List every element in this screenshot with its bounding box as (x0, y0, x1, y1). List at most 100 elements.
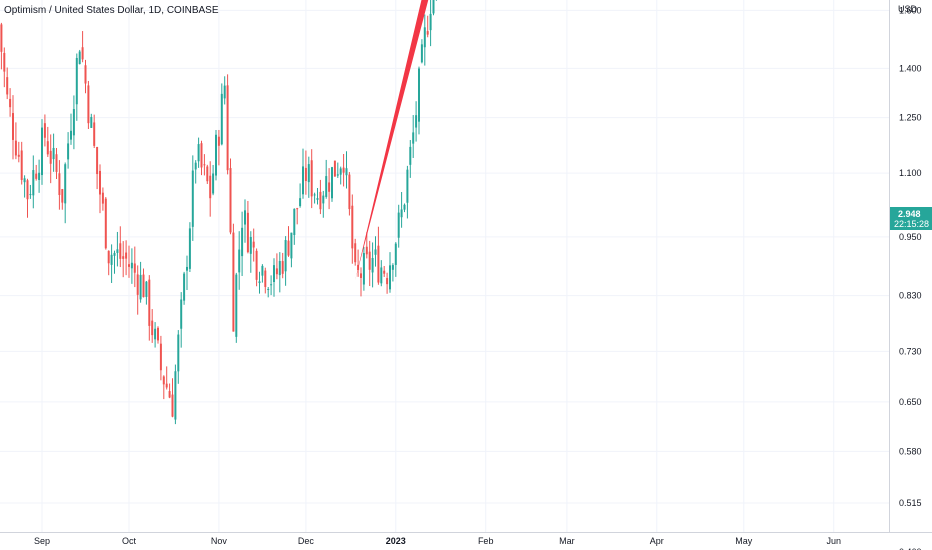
candle-body (296, 208, 299, 210)
candle-body (104, 198, 107, 249)
y-tick-label: 0.730 (899, 346, 922, 356)
candle-body (391, 265, 394, 270)
y-tick-label: 1.100 (899, 168, 922, 178)
candle-body (139, 274, 142, 300)
candle-body (365, 246, 368, 255)
candle-body (328, 182, 331, 192)
x-axis-ticks[interactable]: Sep Oct Nov Dec 2023 Feb Mar Apr May Jun (34, 536, 841, 546)
candle-body (267, 288, 270, 290)
candle-body (261, 265, 264, 276)
candle-body (345, 168, 348, 176)
candle-body (246, 212, 249, 253)
candle-body (186, 266, 188, 271)
candle-body (333, 160, 336, 177)
candle-body (284, 240, 287, 272)
candle-body (67, 143, 70, 160)
candle-body (23, 178, 26, 183)
candle-body (397, 212, 400, 238)
x-tick-label: Mar (559, 536, 575, 546)
candle-body (168, 391, 171, 398)
candle-body (145, 281, 148, 297)
candle-body (165, 383, 168, 388)
candle-body (32, 170, 35, 196)
y-tick-label: 0.650 (899, 397, 922, 407)
candle-body (64, 164, 67, 204)
candle-body (264, 270, 267, 287)
candle-body (174, 371, 177, 420)
candle-body (426, 31, 429, 35)
candle-body (223, 85, 226, 99)
candle-body (418, 68, 420, 122)
candle-body (238, 249, 241, 273)
candle-body (177, 334, 180, 372)
candle-body (136, 274, 139, 295)
candle-body (270, 284, 273, 286)
candle-body (342, 167, 345, 173)
candle-body (377, 245, 380, 283)
candle-body (0, 24, 3, 52)
candle-body (310, 160, 313, 197)
candle-body (220, 93, 223, 145)
candle-body (244, 210, 246, 225)
last-price-tag: 2.948 22:15:28 (890, 207, 932, 230)
y-tick-label: 1.250 (899, 113, 922, 123)
candle-body (307, 164, 310, 183)
y-tick-label: 1.600 (899, 5, 922, 15)
candle-body (423, 27, 426, 48)
y-tick-label: 0.515 (899, 498, 922, 508)
candle-body (35, 173, 38, 179)
candle-body (325, 176, 328, 197)
candle-body (383, 270, 386, 274)
candle-body (403, 204, 406, 210)
candle-body (412, 132, 415, 144)
last-price: 2.948 (898, 209, 921, 219)
candle-body (75, 57, 78, 105)
candle-body (420, 44, 423, 63)
candle-body (232, 232, 235, 332)
candle-body (354, 243, 357, 263)
candle-body (14, 140, 17, 156)
candle-body (380, 267, 383, 284)
candle-body (162, 376, 165, 385)
candle-body (386, 278, 389, 285)
candle-body (133, 263, 136, 273)
candle-body (148, 279, 151, 326)
y-tick-label: 1.400 (899, 63, 922, 73)
candle-body (249, 237, 252, 254)
candle-body (241, 227, 244, 257)
candle-body (49, 150, 52, 164)
candle-body (12, 113, 14, 140)
candle-body (125, 252, 128, 259)
x-tick-label: Dec (298, 536, 315, 546)
candle-body (70, 130, 72, 140)
candle-body (281, 261, 284, 274)
candle-body (159, 343, 162, 371)
candle-body (81, 47, 84, 60)
candle-body (336, 174, 339, 176)
candle-body (183, 273, 186, 301)
candle-body (394, 243, 397, 265)
candle-body (351, 205, 354, 249)
y-tick-label: 0.950 (899, 232, 922, 242)
candle-body (415, 115, 418, 128)
candle-body (348, 174, 351, 210)
candle-body (90, 117, 93, 128)
candle-body (432, 0, 435, 14)
candle-body (209, 175, 212, 199)
y-axis-ticks[interactable]: 8.5007.5006.5005.5004.9004.3003.7003.300… (899, 0, 922, 550)
candle-body (302, 166, 304, 195)
x-tick-label: Nov (211, 536, 228, 546)
candle-body (29, 194, 32, 196)
candle-body (78, 51, 81, 65)
candle-body (61, 189, 64, 203)
candle-body (331, 167, 333, 199)
last-price-tag-bg (890, 207, 932, 230)
candle-body (374, 249, 377, 255)
candle-body (278, 261, 281, 276)
candle-body (142, 274, 145, 298)
candle-body (371, 257, 374, 273)
candle-body (119, 243, 122, 259)
candle-body (6, 77, 9, 95)
candle-body (389, 265, 391, 290)
